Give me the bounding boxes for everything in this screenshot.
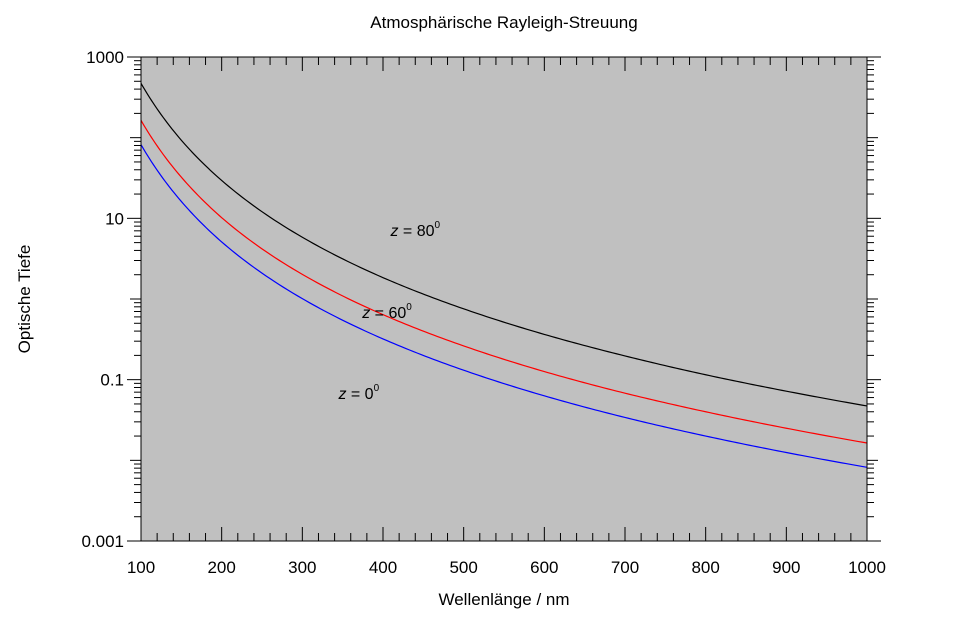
plot-frame: [140, 56, 868, 542]
series-layer: [140, 82, 868, 468]
x-tick-label: 900: [772, 558, 800, 577]
axis-ticks: [127, 56, 881, 542]
y-tick-label: 1000: [86, 48, 124, 67]
x-tick-label: 300: [288, 558, 316, 577]
x-tick-label: 700: [611, 558, 639, 577]
x-tick-label: 200: [207, 558, 235, 577]
annotation-0: z = 800: [389, 220, 440, 240]
series-line-2: [140, 82, 868, 407]
tick-labels: 100 200 300 400 500 600 700 800 900 1000 0.001 0.1 1…: [81, 48, 885, 577]
x-tick-label: 500: [449, 558, 477, 577]
y-tick-label: 0.001: [81, 532, 124, 551]
series-line-1: [140, 120, 868, 444]
y-tick-label: 0.1: [100, 371, 124, 390]
x-tick-label: 400: [369, 558, 397, 577]
x-axis-label: Wellenlänge / nm: [438, 590, 569, 609]
annotations: z = 800 z = 600 z = 00: [337, 220, 440, 403]
y-tick-label: 10: [105, 209, 124, 228]
plot-area: [141, 57, 867, 541]
chart-title: Atmosphärische Rayleigh-Streuung: [370, 13, 637, 32]
series-line-0: [140, 144, 868, 468]
x-tick-label: 800: [691, 558, 719, 577]
y-axis-label: Optische Tiefe: [15, 245, 34, 354]
x-tick-label: 100: [127, 558, 155, 577]
annotation-1: z = 600: [361, 302, 412, 322]
annotation-2: z = 00: [337, 383, 379, 403]
x-tick-label: 600: [530, 558, 558, 577]
x-tick-label: 1000: [848, 558, 886, 577]
